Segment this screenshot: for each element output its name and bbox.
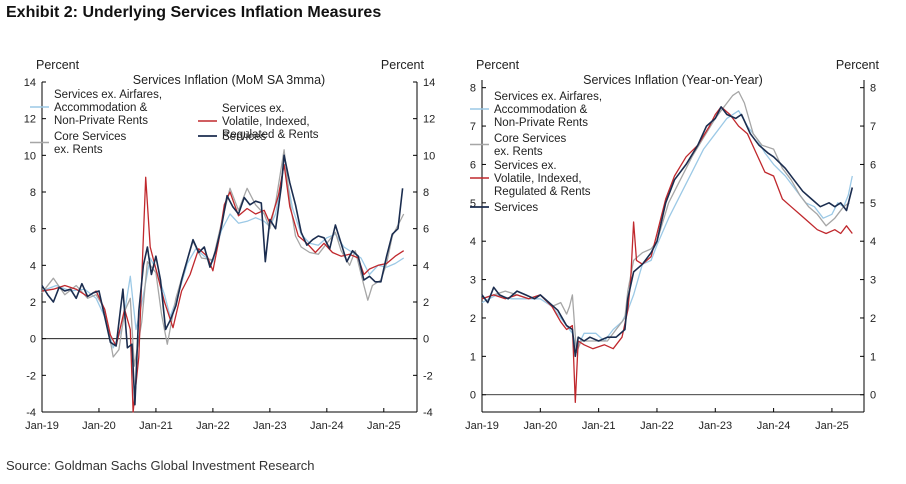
x-tick-label: Jan-20 [524, 420, 558, 432]
x-tick-label: Jan-23 [253, 420, 287, 432]
legend-label: ex. Rents [494, 146, 543, 158]
x-tick-label: Jan-19 [465, 420, 499, 432]
y-axis-label-right: Percent [836, 58, 880, 72]
legend-label: ex. Rents [54, 144, 103, 156]
x-tick-label: Jan-22 [196, 420, 230, 432]
y-tick-label-right: 14 [423, 77, 435, 89]
x-tick-label: Jan-23 [698, 420, 732, 432]
series-line-4 [41, 154, 404, 406]
y-tick-label-left: 4 [30, 260, 36, 272]
series-line-1 [481, 110, 853, 350]
y-tick-label-left: 7 [470, 121, 476, 133]
x-tick-label: Jan-25 [815, 420, 849, 432]
chart-right-yoy: 0 0 1 1 2 2 3 3 4 4 5 5 6 6 7 7 8 8 Jan-19 Jan-20 Jan-21 Jan-… [465, 58, 880, 432]
series-line-2 [41, 149, 405, 367]
source-note: Source: Goldman Sachs Global Investment … [6, 458, 315, 473]
y-tick-label-right: -2 [423, 370, 433, 382]
legend-label: Volatile, Indexed, [494, 173, 582, 185]
y-tick-label-left: -2 [26, 370, 36, 382]
y-tick-label-left: 6 [470, 159, 476, 171]
y-tick-label-left: 0 [30, 334, 36, 346]
y-tick-label-left: 2 [30, 297, 36, 309]
legend-label: Regulated & Rents [222, 129, 319, 141]
legend-label: Accommodation & [54, 102, 148, 114]
series-line-3 [41, 163, 405, 413]
y-tick-label-right: 8 [870, 83, 876, 95]
y-tick-label-right: 4 [423, 260, 429, 272]
series-line-4 [481, 106, 854, 358]
y-tick-label-left: 3 [470, 275, 476, 287]
chart-title: Services Inflation (MoM SA 3mma) [133, 73, 325, 87]
y-tick-label-right: 0 [423, 334, 429, 346]
legend-label: Core Services [494, 133, 566, 145]
y-tick-label-right: 6 [870, 159, 876, 171]
y-tick-label-right: 4 [870, 236, 876, 248]
y-tick-label-left: 8 [470, 83, 476, 95]
legend-label: Services ex. [222, 103, 285, 115]
x-tick-label: Jan-24 [310, 420, 344, 432]
x-tick-label: Jan-21 [139, 420, 173, 432]
y-tick-label-right: 5 [870, 198, 876, 210]
x-tick-label: Jan-25 [367, 420, 401, 432]
y-tick-label-left: 6 [30, 224, 36, 236]
y-tick-label-right: 2 [423, 297, 429, 309]
y-tick-label-left: 1 [470, 351, 476, 363]
y-tick-label-left: 2 [470, 313, 476, 325]
legend-label: Regulated & Rents [494, 186, 591, 198]
legend-label: Services ex. [494, 160, 557, 172]
legend-label: Volatile, Indexed, [222, 116, 310, 128]
y-tick-label-left: 5 [470, 198, 476, 210]
legend-label: Non-Private Rents [494, 117, 588, 129]
series-line-3 [481, 106, 853, 404]
y-tick-label-left: 0 [470, 390, 476, 402]
y-tick-label-left: -4 [26, 407, 36, 419]
y-tick-label-right: 1 [870, 351, 876, 363]
chart-title: Services Inflation (Year-on-Year) [583, 73, 763, 87]
y-tick-label-right: 7 [870, 121, 876, 133]
legend-label: Services ex. Airfares, [494, 91, 602, 103]
y-tick-label-left: 4 [470, 236, 476, 248]
x-tick-label: Jan-21 [582, 420, 616, 432]
y-tick-label-left: 8 [30, 187, 36, 199]
legend-label: Services [494, 202, 538, 214]
y-axis-label-left: Percent [476, 58, 520, 72]
chart-left-mom: -4 -4 -2 -2 0 0 2 2 4 4 6 6 8 8 10 10 12 12 14 14 Jan-19 Jan-… [24, 58, 436, 432]
exhibit-title: Exhibit 2: Underlying Services Inflation… [6, 4, 382, 21]
y-tick-label-left: 14 [24, 77, 36, 89]
legend-label: Accommodation & [494, 104, 588, 116]
x-tick-label: Jan-19 [25, 420, 59, 432]
y-tick-label-right: 0 [870, 390, 876, 402]
legend-label: Non-Private Rents [54, 115, 148, 127]
y-tick-label-right: 3 [870, 275, 876, 287]
y-tick-label-left: 10 [24, 150, 36, 162]
legend-label: Services ex. Airfares, [54, 89, 162, 101]
legend-label: Core Services [54, 131, 126, 143]
y-tick-label-right: 8 [423, 187, 429, 199]
x-tick-label: Jan-20 [82, 420, 116, 432]
x-tick-label: Jan-22 [640, 420, 674, 432]
y-tick-label-right: 10 [423, 150, 435, 162]
x-tick-label: Jan-24 [757, 420, 791, 432]
y-tick-label-left: 12 [24, 114, 36, 126]
y-tick-label-right: 2 [870, 313, 876, 325]
series-line-2 [481, 90, 850, 354]
y-axis-label-left: Percent [36, 58, 80, 72]
y-tick-label-right: 12 [423, 114, 435, 126]
y-axis-label-right: Percent [381, 58, 425, 72]
y-tick-label-right: -4 [423, 407, 433, 419]
legend-label: Services [222, 131, 266, 143]
y-tick-label-right: 6 [423, 224, 429, 236]
